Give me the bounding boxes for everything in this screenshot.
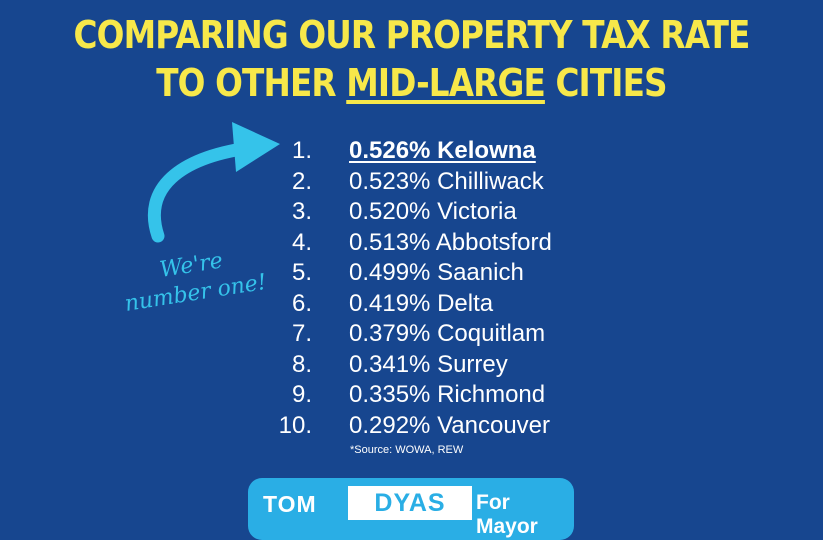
ranking-item: 5. 0.499% Saanich xyxy=(240,258,524,289)
rank-entry: 0.513% Abbotsford xyxy=(349,228,552,256)
rank-number: 8. xyxy=(291,350,312,378)
headline-suffix: CITIES xyxy=(544,61,667,105)
headline-prefix: TO OTHER xyxy=(156,61,347,105)
ranking-item: 2. 0.523% Chilliwack xyxy=(240,167,544,198)
rank-entry: 0.520% Victoria xyxy=(349,198,517,225)
logo-for-mayor: For Mayor xyxy=(476,491,538,538)
rank-entry: 0.292% Vancouver xyxy=(349,411,551,439)
rank-number: 10. xyxy=(278,411,312,439)
rank-entry: 0.379% Coquitlam xyxy=(349,320,546,347)
rank-number: 3. xyxy=(291,198,312,225)
ranking-item: 9. 0.335% Richmond xyxy=(240,380,545,411)
headline-line-2: TO OTHER MID-LARGE CITIES xyxy=(58,60,766,106)
rank-number: 5. xyxy=(291,259,312,286)
logo-first-name: TOM xyxy=(263,491,317,517)
ranking-item: 1. 0.526% Kelowna xyxy=(240,136,536,167)
tax-rate-ranking-list: 1. 0.526% Kelowna 2. 0.523% Chilliwack 3. 0.5… xyxy=(240,136,552,442)
ranking-item: 8. 0.341% Surrey xyxy=(240,350,508,381)
ranking-item: 6. 0.419% Delta xyxy=(240,289,493,320)
logo-last-name: DYAS xyxy=(348,486,472,520)
rank-entry: 0.335% Richmond xyxy=(349,381,546,408)
headline-line-1: COMPARING OUR PROPERTY TAX RATE xyxy=(73,13,751,57)
ranking-item: 10. 0.292% Vancouver xyxy=(240,411,550,442)
curved-arrow-icon xyxy=(147,122,280,243)
rank-entry: 0.523% Chilliwack xyxy=(349,167,544,195)
ranking-item: 4. 0.513% Abbotsford xyxy=(240,228,552,259)
rank-entry: 0.499% Saanich xyxy=(349,259,524,286)
rank-number: 9. xyxy=(291,381,312,408)
rank-entry: 0.419% Delta xyxy=(349,289,494,317)
rank-number: 6. xyxy=(291,289,312,317)
rank-number: 7. xyxy=(291,320,312,347)
ranking-item: 3. 0.520% Victoria xyxy=(240,197,517,228)
rank-number: 2. xyxy=(291,167,312,195)
headline-emphasis: MID-LARGE xyxy=(346,61,546,105)
rank-entry: 0.526% Kelowna xyxy=(349,137,536,164)
source-note: *Source: WOWA, REW xyxy=(350,444,464,456)
campaign-logo: TOM DYAS For Mayor xyxy=(248,478,574,540)
rank-number: 1. xyxy=(291,137,312,164)
rank-number: 4. xyxy=(291,228,312,256)
rank-entry: 0.341% Surrey xyxy=(349,350,508,378)
ranking-item: 7. 0.379% Coquitlam xyxy=(240,319,545,350)
